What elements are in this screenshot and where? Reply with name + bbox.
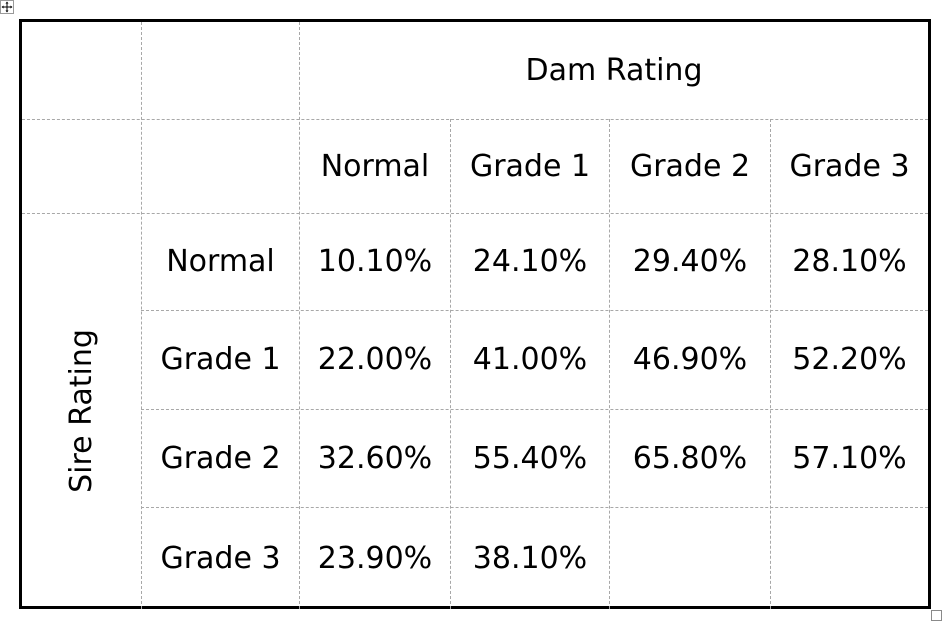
table-cell: 32.60% <box>317 440 433 476</box>
row-divider <box>141 310 928 311</box>
dam-rating-header: Dam Rating <box>525 52 703 88</box>
column-header: Grade 1 <box>469 148 591 184</box>
table-cell <box>771 508 928 609</box>
column-divider <box>141 22 142 609</box>
column-divider <box>299 22 300 609</box>
row-divider <box>22 213 928 214</box>
table-cell: 38.10% <box>472 540 588 576</box>
row-header: Grade 1 <box>160 342 281 377</box>
table-cell: 10.10% <box>317 244 433 279</box>
row-divider <box>22 119 928 120</box>
table-cell: 22.00% <box>317 342 433 377</box>
column-divider <box>770 119 771 609</box>
row-header: Grade 2 <box>160 440 281 476</box>
table-cell: 65.80% <box>632 440 748 476</box>
sire-rating-header: Sire Rating <box>63 329 99 493</box>
table-cell: 28.10% <box>792 244 907 279</box>
table-cell: 23.90% <box>317 540 433 576</box>
table-cell: 57.10% <box>792 440 907 476</box>
table-cell <box>610 508 770 609</box>
column-divider <box>609 119 610 609</box>
table-cell: 24.10% <box>472 244 588 279</box>
table-cell: 55.40% <box>472 440 588 476</box>
row-header: Grade 3 <box>160 540 281 576</box>
sire-rating-cell: Sire Rating <box>22 213 141 609</box>
table-resize-handle-icon[interactable] <box>931 610 942 621</box>
row-divider <box>141 507 928 508</box>
table-cell: 41.00% <box>472 342 588 377</box>
column-header: Grade 2 <box>629 148 751 184</box>
table-cell: 52.20% <box>792 342 907 377</box>
table-cell: 46.90% <box>632 342 748 377</box>
row-header: Normal <box>166 244 275 279</box>
row-divider <box>141 409 928 410</box>
table-move-handle-icon[interactable] <box>0 0 14 14</box>
column-divider <box>450 119 451 609</box>
rating-table: Dam Rating Normal Grade 1 Grade 2 Grade … <box>19 19 931 609</box>
table-cell: 29.40% <box>632 244 748 279</box>
column-header: Normal <box>320 148 430 184</box>
column-header: Grade 3 <box>789 148 910 184</box>
